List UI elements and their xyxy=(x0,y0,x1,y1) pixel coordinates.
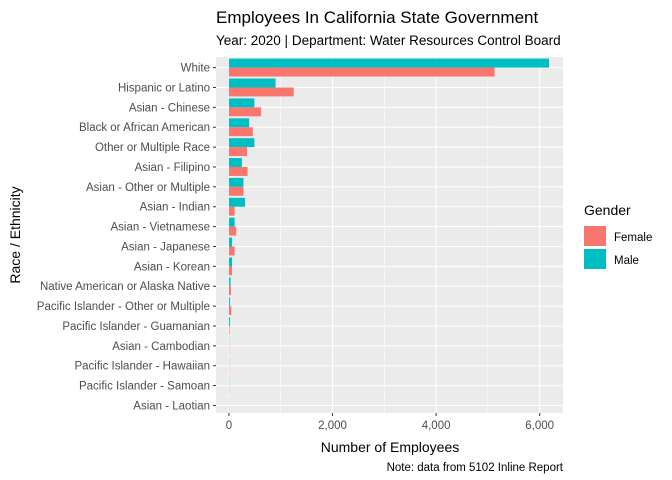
bar-female xyxy=(228,306,232,316)
legend: Gender Female Male xyxy=(584,202,652,269)
legend-key-male xyxy=(584,249,606,269)
y-tick-label: Other or Multiple Race xyxy=(95,142,210,154)
y-tick-label: Black or African American xyxy=(79,122,210,134)
grid-lines xyxy=(216,57,563,413)
bars xyxy=(228,58,550,415)
bar-female xyxy=(228,87,294,97)
x-tick-label: 6,000 xyxy=(525,420,554,432)
bar-male xyxy=(228,78,276,88)
bar-female xyxy=(228,186,244,196)
legend-title: Gender xyxy=(584,202,631,218)
bar-female xyxy=(228,266,233,276)
legend-label-male: Male xyxy=(614,255,639,267)
bar-male xyxy=(228,118,250,128)
bar-male xyxy=(228,138,255,148)
bar-male xyxy=(228,197,246,207)
bar-female xyxy=(228,67,495,77)
bar-male xyxy=(228,277,231,287)
x-tick-label: 0 xyxy=(226,420,232,432)
bar-female xyxy=(228,226,237,236)
bar-male xyxy=(228,257,233,267)
bar-male xyxy=(228,317,230,326)
y-tick-label: Asian - Other or Multiple xyxy=(86,182,210,194)
y-tick-label: Hispanic or Latino xyxy=(118,82,210,94)
chart-subtitle: Year: 2020 | Department: Water Resources… xyxy=(216,33,561,48)
plot-panel xyxy=(216,57,563,413)
bar-female xyxy=(228,246,235,256)
y-tick-label: Asian - Vietnamese xyxy=(110,222,210,234)
legend-items: Female Male xyxy=(584,226,652,269)
legend-key-female xyxy=(584,226,606,246)
chart-title: Employees In California State Government xyxy=(216,8,538,27)
bar-male xyxy=(228,158,242,167)
bar-female xyxy=(228,325,230,335)
y-tick-label: Pacific Islander - Samoan xyxy=(79,381,210,393)
bar-female xyxy=(228,127,253,137)
bar-female xyxy=(228,206,235,216)
y-tick-label: Asian - Chinese xyxy=(129,102,210,114)
y-tick-label: Pacific Islander - Hawaiian xyxy=(74,361,210,373)
legend-label-female: Female xyxy=(614,232,652,244)
y-axis-title: Race / Ethnicity xyxy=(7,186,23,283)
y-tick-label: Asian - Indian xyxy=(140,202,210,214)
y-tick-label: Asian - Japanese xyxy=(121,241,210,253)
bar-male xyxy=(228,297,230,307)
x-axis-ticks: 0 2,000 4,000 6,000 xyxy=(226,413,554,432)
y-tick-label: Pacific Islander - Guamanian xyxy=(62,321,210,333)
y-tick-label: Asian - Cambodian xyxy=(112,341,210,353)
y-tick-label: Asian - Filipino xyxy=(135,162,210,174)
chart-caption: Note: data from 5102 Inline Report xyxy=(387,462,564,474)
bar-male xyxy=(228,58,550,68)
y-tick-label: Asian - Laotian xyxy=(133,401,210,413)
bar-male xyxy=(228,217,235,227)
y-tick-label: Pacific Islander - Other or Multiple xyxy=(37,301,210,313)
bar-male xyxy=(228,98,255,108)
bar-female xyxy=(228,166,248,176)
x-axis-title: Number of Employees xyxy=(321,439,460,455)
y-tick-label: Native American or Alaska Native xyxy=(40,281,210,293)
bar-female xyxy=(228,147,248,157)
x-tick-label: 2,000 xyxy=(318,420,347,432)
y-tick-label: White xyxy=(181,63,210,75)
bar-female xyxy=(228,107,262,117)
y-axis-ticks: White Hispanic or Latino Asian - Chinese Bl… xyxy=(37,63,216,413)
bar-female xyxy=(228,286,232,296)
bar-male xyxy=(228,237,233,247)
x-tick-label: 4,000 xyxy=(422,420,451,432)
y-tick-label: Asian - Korean xyxy=(134,261,210,273)
bar-male xyxy=(228,177,244,187)
